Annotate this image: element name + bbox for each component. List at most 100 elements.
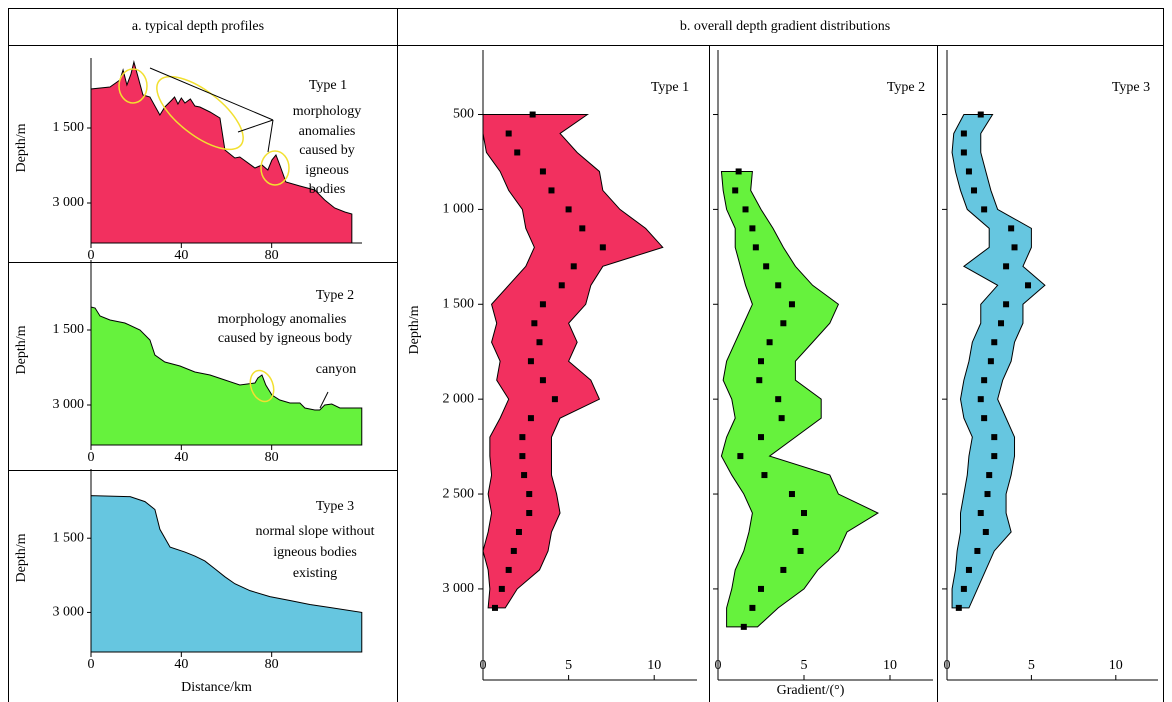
annotation: bodies: [309, 182, 346, 197]
mean-gradient: [551, 396, 558, 403]
gradient-range: [951, 114, 1046, 609]
mean-gradient: [1008, 225, 1015, 232]
y-tick-label: 3 000: [53, 397, 85, 412]
mean-gradient: [526, 491, 533, 498]
mean-gradient: [758, 434, 764, 441]
mean-gradient: [780, 320, 787, 327]
x-tick-label: 0: [88, 657, 95, 672]
x-tick-label: 40: [174, 248, 188, 263]
y-tick-label: 1 500: [53, 120, 85, 135]
type-label: Type 2: [316, 288, 354, 303]
mean-gradient: [758, 585, 764, 592]
mean-gradient: [792, 528, 799, 535]
y-tick-label: 1 500: [443, 296, 475, 311]
mean-gradient: [749, 225, 756, 232]
mean-gradient: [735, 168, 742, 175]
x-tick-label: 10: [647, 658, 661, 673]
mean-gradient: [960, 130, 967, 137]
y-tick-label: 1 000: [443, 202, 475, 217]
annotation-shapes: [118, 68, 290, 403]
annotation: morphology: [293, 104, 361, 119]
mean-gradient: [998, 320, 1005, 327]
mean-gradient: [740, 623, 747, 630]
mean-gradient: [797, 547, 804, 554]
pointer: [237, 119, 274, 133]
y-tick-label: 1 500: [53, 322, 85, 337]
annotation: existing: [293, 566, 337, 581]
mean-gradient: [1003, 301, 1010, 308]
mean-gradient: [977, 396, 984, 403]
mean-gradient: [788, 301, 795, 308]
mean-gradient: [960, 149, 967, 156]
mean-gradient: [510, 547, 517, 554]
x-tick-label: 80: [265, 657, 279, 672]
x-tick-label: 0: [88, 248, 95, 263]
x-tick-label: 80: [265, 248, 279, 263]
mean-gradient: [788, 491, 795, 498]
mean-gradient: [749, 604, 756, 611]
mean-gradient: [529, 111, 536, 118]
x-tick-label: 40: [174, 450, 188, 465]
annotation: normal slope without: [256, 524, 375, 539]
y-axis-label: Depth/m: [14, 123, 29, 172]
y-tick-label: 2 000: [443, 391, 475, 406]
mean-gradient: [1011, 244, 1018, 251]
mean-gradient: [514, 149, 521, 156]
mean-gradient: [758, 358, 764, 365]
y-tick-label: 2 500: [443, 486, 475, 501]
y-tick-label: 3 000: [53, 195, 85, 210]
pointer: [267, 119, 274, 153]
annotation: igneous bodies: [273, 545, 357, 560]
mean-gradient: [981, 377, 988, 384]
gradient-range: [720, 170, 880, 628]
x-axis-label: Gradient/(°): [777, 683, 845, 698]
mean-gradient: [519, 434, 526, 441]
annotation: anomalies: [299, 124, 356, 139]
type-label: Type 1: [309, 78, 347, 93]
mean-gradient: [732, 187, 739, 194]
x-axis-label: Distance/km: [181, 680, 252, 695]
mean-gradient: [519, 453, 526, 460]
mean-gradient: [565, 206, 572, 213]
mean-gradient: [742, 206, 749, 213]
mean-gradient: [780, 566, 787, 573]
y-axis-label: Depth/m: [14, 325, 29, 374]
type-label: Type 2: [887, 80, 925, 95]
mean-gradient: [778, 415, 785, 422]
mean-gradient: [579, 225, 586, 232]
x-tick-label: 40: [174, 657, 188, 672]
y-axis-label: Depth/m: [407, 305, 422, 354]
type-label: Type 3: [316, 499, 354, 514]
x-tick-label: 0: [480, 658, 487, 673]
mean-gradient: [965, 168, 972, 175]
mean-gradient: [991, 434, 998, 441]
mean-gradient: [982, 528, 989, 535]
mean-gradient: [752, 244, 759, 251]
mean-gradient: [737, 453, 744, 460]
mean-gradient: [987, 358, 994, 365]
mean-gradient: [761, 472, 768, 479]
mean-gradient: [981, 415, 988, 422]
mean-gradient: [505, 130, 512, 137]
mean-gradient: [521, 472, 528, 479]
mean-gradient: [599, 244, 606, 251]
mean-gradient: [974, 547, 981, 554]
x-tick-label: 0: [944, 658, 951, 673]
mean-gradient: [498, 585, 505, 592]
mean-gradient: [775, 396, 782, 403]
y-tick-label: 1 500: [53, 530, 85, 545]
frame: [8, 8, 1164, 702]
gradient-range: [482, 114, 664, 609]
annotation: caused by igneous body: [218, 331, 352, 346]
type-label: Type 1: [651, 80, 689, 95]
y-axis-label: Depth/m: [14, 533, 29, 582]
mean-gradient: [515, 528, 522, 535]
x-tick-label: 80: [265, 450, 279, 465]
mean-gradient: [505, 566, 512, 573]
x-tick-label: 5: [1028, 658, 1035, 673]
mean-gradient: [527, 358, 534, 365]
annotation: igneous: [305, 163, 349, 178]
mean-gradient: [965, 566, 972, 573]
x-tick-label: 0: [88, 450, 95, 465]
